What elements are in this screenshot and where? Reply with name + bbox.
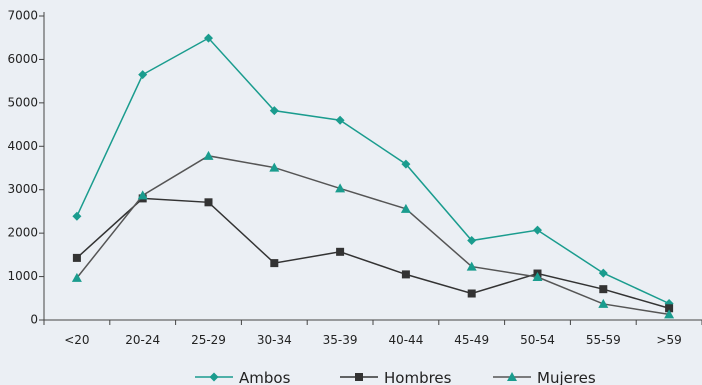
series-ambos-point-4 bbox=[335, 115, 345, 125]
series-ambos-point-3 bbox=[269, 106, 279, 116]
axes: 0 1000 2000 3000 4000 5000 6000 7000 <20 20-24 25-… bbox=[7, 9, 702, 347]
x-tick-label: 40-44 bbox=[388, 333, 423, 347]
series-ambos-point-1 bbox=[138, 70, 148, 80]
legend-ambos-legend-marker bbox=[209, 372, 219, 382]
series-hombres-point-5 bbox=[401, 270, 410, 279]
series-mujeres-point-1 bbox=[137, 190, 148, 200]
series-hombres-point-0 bbox=[72, 253, 81, 262]
series-ambos-point-2 bbox=[204, 33, 213, 43]
series-hombres-point-9 bbox=[665, 304, 674, 313]
y-tick-label: 5000 bbox=[7, 95, 38, 109]
x-tick-label: 35-39 bbox=[323, 333, 358, 347]
legend-ambos-label: Ambos bbox=[239, 369, 291, 385]
series-ambos-point-8 bbox=[598, 268, 608, 278]
legend-mujeres-label: Mujeres bbox=[537, 369, 596, 385]
series-ambos-point-5 bbox=[401, 159, 411, 169]
series-mujeres-point-4 bbox=[335, 183, 346, 193]
x-tick-label: 30-34 bbox=[257, 333, 292, 347]
series-mujeres-point-0 bbox=[71, 272, 82, 282]
x-tick-label: 50-54 bbox=[520, 333, 555, 347]
series-hombres-point-4 bbox=[336, 247, 345, 256]
y-tick-label: 4000 bbox=[7, 139, 38, 153]
series-mujeres-point-5 bbox=[400, 203, 411, 213]
legend-mujeres-legend-marker bbox=[507, 372, 517, 381]
series-ambos-point-6 bbox=[467, 236, 477, 246]
series-group bbox=[71, 33, 675, 319]
y-tick-label: 0 bbox=[30, 313, 38, 327]
series-ambos-point-0 bbox=[72, 211, 82, 221]
series-hombres-point-3 bbox=[270, 259, 279, 268]
x-tick-label: 55-59 bbox=[586, 333, 621, 347]
x-tick-label: 45-49 bbox=[454, 333, 489, 347]
x-tick-label: 25-29 bbox=[191, 333, 226, 347]
series-ambos-line bbox=[76, 37, 670, 305]
legend-hombres-legend-marker bbox=[355, 373, 363, 381]
series-hombres-point-2 bbox=[204, 198, 213, 207]
series-mujeres-point-7 bbox=[532, 272, 543, 282]
y-tick-label: 1000 bbox=[7, 269, 38, 283]
series-mujeres-point-2 bbox=[203, 150, 214, 160]
y-tick-label: 2000 bbox=[7, 226, 38, 240]
series-mujeres-point-9 bbox=[664, 309, 675, 319]
legend-hombres-label: Hombres bbox=[384, 369, 452, 385]
series-mujeres-line bbox=[76, 155, 670, 316]
x-tick-label: >59 bbox=[656, 333, 681, 347]
legend: Ambos Hombres Mujeres bbox=[195, 369, 596, 385]
y-tick-label: 6000 bbox=[7, 52, 38, 66]
series-hombres-point-8 bbox=[599, 285, 608, 294]
series-hombres-point-6 bbox=[467, 289, 476, 298]
y-tick-label: 3000 bbox=[7, 182, 38, 196]
series-mujeres-point-6 bbox=[466, 261, 477, 271]
series-mujeres-point-8 bbox=[598, 298, 609, 308]
series-mujeres-point-3 bbox=[269, 162, 280, 172]
y-tick-label: 7000 bbox=[7, 9, 38, 23]
x-tick-label: <20 bbox=[64, 333, 89, 347]
series-ambos-point-7 bbox=[533, 225, 542, 235]
series-hombres-line bbox=[76, 197, 670, 309]
x-tick-label: 20-24 bbox=[125, 333, 160, 347]
